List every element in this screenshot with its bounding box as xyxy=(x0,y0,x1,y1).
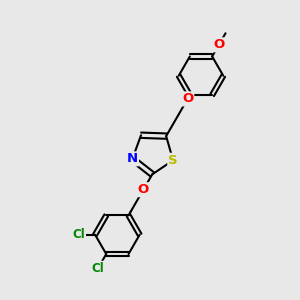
Text: N: N xyxy=(127,152,138,165)
Text: S: S xyxy=(168,154,178,167)
Text: O: O xyxy=(182,92,193,105)
Text: O: O xyxy=(138,183,149,196)
Text: O: O xyxy=(213,38,224,51)
Text: Cl: Cl xyxy=(72,228,85,241)
Text: Cl: Cl xyxy=(92,262,104,275)
